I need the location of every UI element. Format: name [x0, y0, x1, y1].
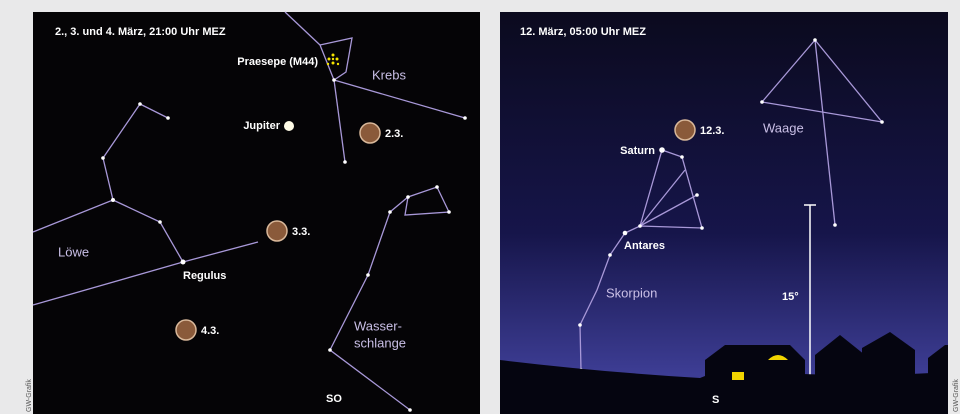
left-panel: 2., 3. und 4. März, 21:00 Uhr MEZ Praese…	[26, 12, 480, 414]
scale-label: 15°	[782, 291, 799, 303]
label: 2.3.	[385, 128, 403, 140]
credit: GW-Grafik	[953, 379, 960, 412]
panel-background	[33, 12, 480, 414]
label: Waage	[763, 120, 804, 135]
label: 3.3.	[292, 226, 310, 238]
jupiter	[284, 121, 294, 131]
credit: GW-Grafik	[26, 379, 33, 412]
label: schlange	[354, 335, 406, 350]
moon	[675, 120, 695, 140]
label: Saturn	[620, 145, 655, 157]
direction-label: SO	[326, 393, 342, 405]
window	[732, 372, 744, 380]
label: Antares	[624, 240, 665, 252]
moon	[360, 123, 380, 143]
label: Wasser-	[354, 318, 402, 333]
label: Jupiter	[243, 120, 280, 132]
label: Praesepe (M44)	[237, 56, 318, 68]
label: Skorpion	[606, 285, 657, 300]
direction-label: S	[712, 394, 719, 406]
panel-title: 2., 3. und 4. März, 21:00 Uhr MEZ	[55, 26, 226, 38]
moon	[176, 320, 196, 340]
label: Löwe	[58, 244, 89, 259]
label: Krebs	[372, 67, 406, 82]
panel-title: 12. März, 05:00 Uhr MEZ	[520, 26, 646, 38]
label: 4.3.	[201, 325, 219, 337]
right-panel: 12. März, 05:00 Uhr MEZ 12.3. Saturn Waa…	[500, 12, 960, 414]
moon	[267, 221, 287, 241]
label: 12.3.	[700, 125, 724, 137]
label: Regulus	[183, 270, 226, 282]
sky-charts: 2., 3. und 4. März, 21:00 Uhr MEZ Praese…	[0, 0, 960, 414]
